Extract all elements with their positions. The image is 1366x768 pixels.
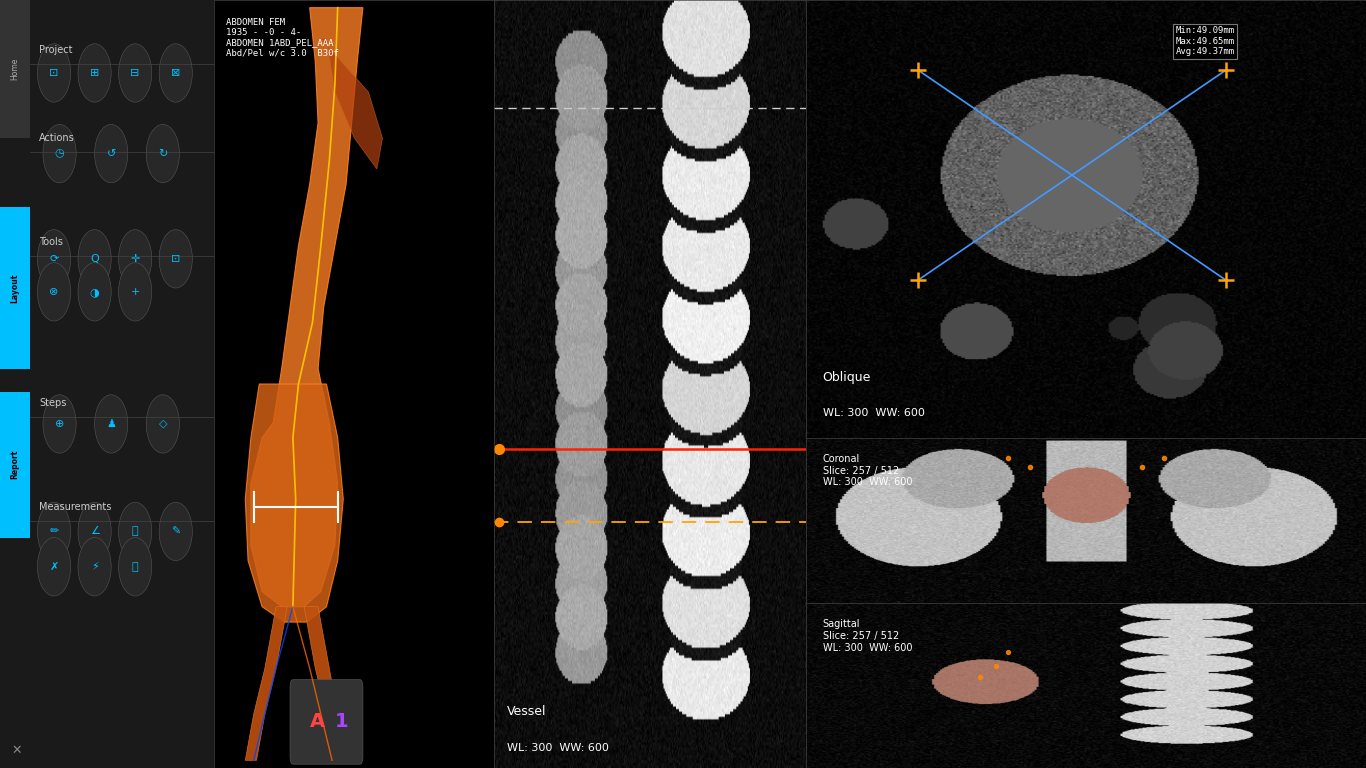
Text: ⊞: ⊞	[90, 68, 100, 78]
Ellipse shape	[158, 44, 193, 102]
FancyBboxPatch shape	[0, 0, 30, 138]
Ellipse shape	[94, 124, 128, 183]
FancyBboxPatch shape	[0, 392, 30, 538]
Text: ✗: ✗	[49, 561, 59, 572]
Text: ◇: ◇	[158, 419, 167, 429]
Ellipse shape	[37, 263, 71, 321]
Ellipse shape	[158, 230, 193, 288]
Text: Steps: Steps	[40, 398, 67, 409]
Ellipse shape	[119, 502, 152, 561]
Polygon shape	[321, 38, 382, 169]
Ellipse shape	[78, 502, 111, 561]
Ellipse shape	[37, 538, 71, 596]
Ellipse shape	[78, 263, 111, 321]
Ellipse shape	[37, 44, 71, 102]
Ellipse shape	[94, 395, 128, 453]
Text: A: A	[310, 713, 325, 731]
Ellipse shape	[78, 44, 111, 102]
Text: 1: 1	[335, 713, 348, 731]
Text: Layout: Layout	[11, 273, 19, 303]
Text: ∠: ∠	[90, 526, 100, 537]
Text: Min:49.09mm
Max:49.65mm
Avg:49.37mm: Min:49.09mm Max:49.65mm Avg:49.37mm	[1176, 26, 1235, 56]
Text: ⊠: ⊠	[171, 68, 180, 78]
Ellipse shape	[158, 502, 193, 561]
Text: ⏱: ⏱	[133, 526, 138, 537]
Text: Vessel: Vessel	[507, 705, 546, 718]
Text: Home: Home	[11, 58, 19, 81]
Text: ⊗: ⊗	[49, 286, 59, 297]
Text: Q: Q	[90, 253, 98, 264]
Text: ✛: ✛	[131, 253, 139, 264]
Ellipse shape	[119, 230, 152, 288]
Ellipse shape	[146, 395, 179, 453]
Text: ↻: ↻	[158, 148, 168, 159]
Text: ⚡: ⚡	[90, 561, 98, 572]
Text: Actions: Actions	[40, 133, 75, 144]
Text: ✏: ✏	[49, 526, 59, 537]
Ellipse shape	[146, 124, 179, 183]
Text: ◷: ◷	[55, 148, 64, 159]
Text: Tools: Tools	[40, 237, 63, 247]
FancyBboxPatch shape	[0, 207, 30, 369]
FancyBboxPatch shape	[290, 680, 363, 764]
Ellipse shape	[42, 395, 76, 453]
Text: ⊕: ⊕	[55, 419, 64, 429]
Text: Project: Project	[40, 45, 72, 55]
Polygon shape	[246, 607, 287, 760]
Polygon shape	[251, 8, 363, 607]
Ellipse shape	[78, 538, 111, 596]
Text: +: +	[131, 286, 139, 297]
Text: ♟: ♟	[107, 419, 116, 429]
Text: ✕: ✕	[11, 743, 22, 756]
Polygon shape	[246, 384, 343, 622]
Text: Sagittal
Slice: 257 / 512
WL: 300  WW: 600: Sagittal Slice: 257 / 512 WL: 300 WW: 60…	[822, 619, 912, 653]
Text: ✎: ✎	[171, 526, 180, 537]
Ellipse shape	[37, 230, 71, 288]
Text: WL: 300  WW: 600: WL: 300 WW: 600	[507, 743, 609, 753]
Text: ABDOMEN FEM
1935 - -0 - 4-
ABDOMEN 1ABD_PEL_AAA
Abd/Pel w/c 3.0  B30f: ABDOMEN FEM 1935 - -0 - 4- ABDOMEN 1ABD_…	[225, 18, 339, 58]
Text: ⬛: ⬛	[133, 561, 138, 572]
Ellipse shape	[119, 263, 152, 321]
Text: Report: Report	[11, 450, 19, 479]
Text: Measurements: Measurements	[40, 502, 112, 512]
Ellipse shape	[119, 44, 152, 102]
Text: WL: 300  WW: 600: WL: 300 WW: 600	[822, 408, 925, 418]
Text: Oblique: Oblique	[822, 371, 872, 384]
Text: ⊟: ⊟	[131, 68, 139, 78]
Ellipse shape	[78, 230, 111, 288]
Ellipse shape	[37, 502, 71, 561]
Text: ◑: ◑	[90, 286, 100, 297]
Text: ⟳: ⟳	[49, 253, 59, 264]
Text: ⊡: ⊡	[171, 253, 180, 264]
Text: ↺: ↺	[107, 148, 116, 159]
Text: ⊡: ⊡	[49, 68, 59, 78]
Ellipse shape	[42, 124, 76, 183]
Polygon shape	[305, 607, 346, 760]
Ellipse shape	[119, 538, 152, 596]
Text: Coronal
Slice: 257 / 512
WL: 300  WW: 600: Coronal Slice: 257 / 512 WL: 300 WW: 600	[822, 455, 912, 488]
